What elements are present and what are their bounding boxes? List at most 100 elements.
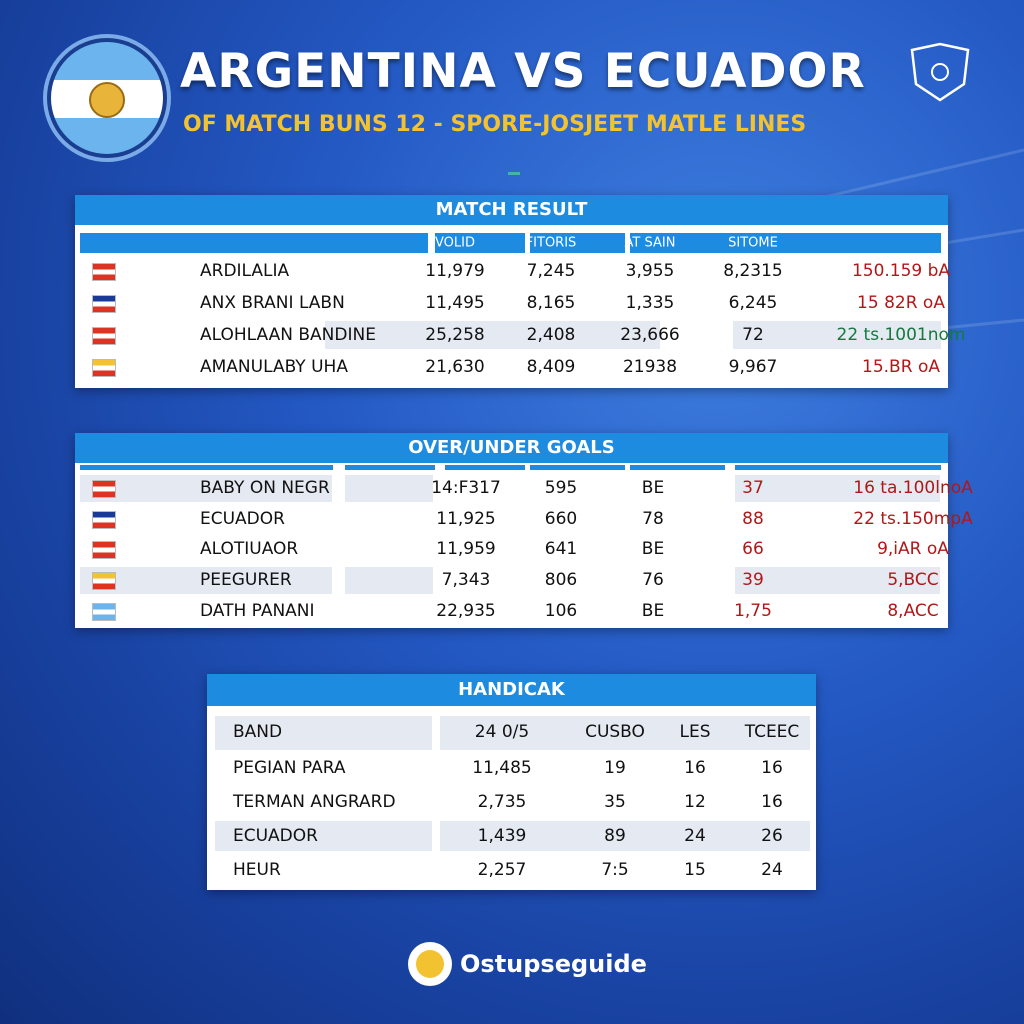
flag-icon [92,327,116,345]
cell-value: 11,925 [436,509,496,529]
row-shade [80,474,332,502]
cell-value: 3,955 [625,261,675,281]
row-label: HEUR [233,860,281,880]
flag-icon [92,572,116,590]
row-shade [733,321,941,349]
cell-value: 35 [604,792,626,812]
cell-value: 11,495 [425,293,485,313]
cell-value: 2,735 [477,792,527,812]
cell-value: 806 [544,570,578,590]
cell-value: 1,335 [625,293,675,313]
header-strip [445,465,525,470]
cell-value: BE [641,478,665,498]
row-label: ARDILALIA [200,261,290,281]
row-label: ANX BRANI LABN [200,293,345,313]
cell-value: 15 [684,860,706,880]
row-label: BABY ON NEGR [200,478,330,498]
column-header: TCEEC [744,722,800,742]
cell-value: 8,ACC [887,601,939,621]
cell-value: 21938 [622,357,678,377]
cell-value: 7,343 [441,570,491,590]
row-label: ECUADOR [233,826,318,846]
header-strip [80,233,320,253]
cell-value: 11,485 [472,758,532,778]
cell-value: 11,959 [436,539,496,559]
header-strip [320,233,428,253]
row-label: ALOTIUAOR [200,539,299,559]
cell-value: 21,630 [425,357,485,377]
header-strip [630,233,740,253]
cell-value: 16 [684,758,706,778]
header-shade [565,716,810,750]
column-header: 24 0/5 [474,722,530,742]
column-header: AT SAIN [624,235,676,251]
row-shade [565,821,810,851]
cell-value: 150.159 bA [851,261,951,281]
row-shade [345,566,433,594]
cell-value: 89 [604,826,626,846]
row-label: DATH PANANI [200,601,315,621]
column-header: VOLID [435,235,475,251]
cell-value: 22,935 [436,601,496,621]
cell-value: 14:F317 [431,478,501,498]
cell-value: 24 [761,860,783,880]
header-strip [733,233,941,253]
table-panel: MATCH RESULT VOLID FITORIS AT SAIN SITOME ARD… [75,195,965,388]
cell-value: 8,165 [526,293,576,313]
flag-icon [92,480,116,498]
cell-value: 19 [604,758,626,778]
flag-icon [92,603,116,621]
cell-value: 78 [642,509,664,529]
row-label: ALOHLAAN BANDINE [200,325,376,345]
header-strip [735,465,941,470]
cell-value: 8,409 [526,357,576,377]
column-header: LES [679,722,711,742]
row-label: AMANULABY UHA [200,357,348,377]
cell-value: BE [641,539,665,559]
cell-value: 8,2315 [723,261,783,281]
header-strip [435,233,525,253]
cell-value: 23,666 [620,325,680,345]
row-label: ECUADOR [200,509,285,529]
table-title: HANDICAK [207,674,816,706]
cell-value: 16 ta.100lnoA [853,478,973,498]
row-shade [325,321,660,349]
cell-value: 22 ts.150mpA [853,509,973,529]
flag-icon [92,263,116,281]
row-shade [440,821,565,851]
flag-icon [92,511,116,529]
cell-value: 12 [684,792,706,812]
subtitle: OF MATCH BUNS 12 - SPORE-JOSJEET MATLE L… [183,112,807,137]
cell-value: 1,75 [734,601,772,621]
row-label: TERMAN ANGRARD [233,792,396,812]
header-shade [440,716,565,750]
cell-value: 7,245 [526,261,576,281]
column-header: BAND [233,722,283,742]
header-strip [345,465,435,470]
cell-value: 16 [761,792,783,812]
title: ARGENTINA VS ECUADOR [180,44,866,99]
cell-value: 26 [761,826,783,846]
table-panel: OVER/UNDER GOALS BABY ON NEGR 14:F317 595 BE… [75,433,973,628]
row-shade [80,566,332,594]
cell-value: 660 [544,509,578,529]
cell-value: 16 [761,758,783,778]
header-strip [80,465,333,470]
column-header: SITOME [728,235,778,251]
cell-value: 39 [742,570,764,590]
flag-icon [92,541,116,559]
cell-value: 5,BCC [887,570,939,590]
cell-value: 9,967 [728,357,778,377]
cell-value: 37 [742,478,764,498]
row-label: PEEGURER [200,570,292,590]
cell-value: 25,258 [425,325,485,345]
brand: Ostupseguide [460,950,647,978]
cell-value: 88 [742,509,764,529]
cell-value: 15 82R oA [857,293,945,313]
cell-value: 6,245 [728,293,778,313]
cell-value: 1,439 [477,826,527,846]
cell-value: 11,979 [425,261,485,281]
table-panel: HANDICAK BAND 24 0/5 CUSBO LES TCEEC PEGIAN PA… [207,674,816,890]
